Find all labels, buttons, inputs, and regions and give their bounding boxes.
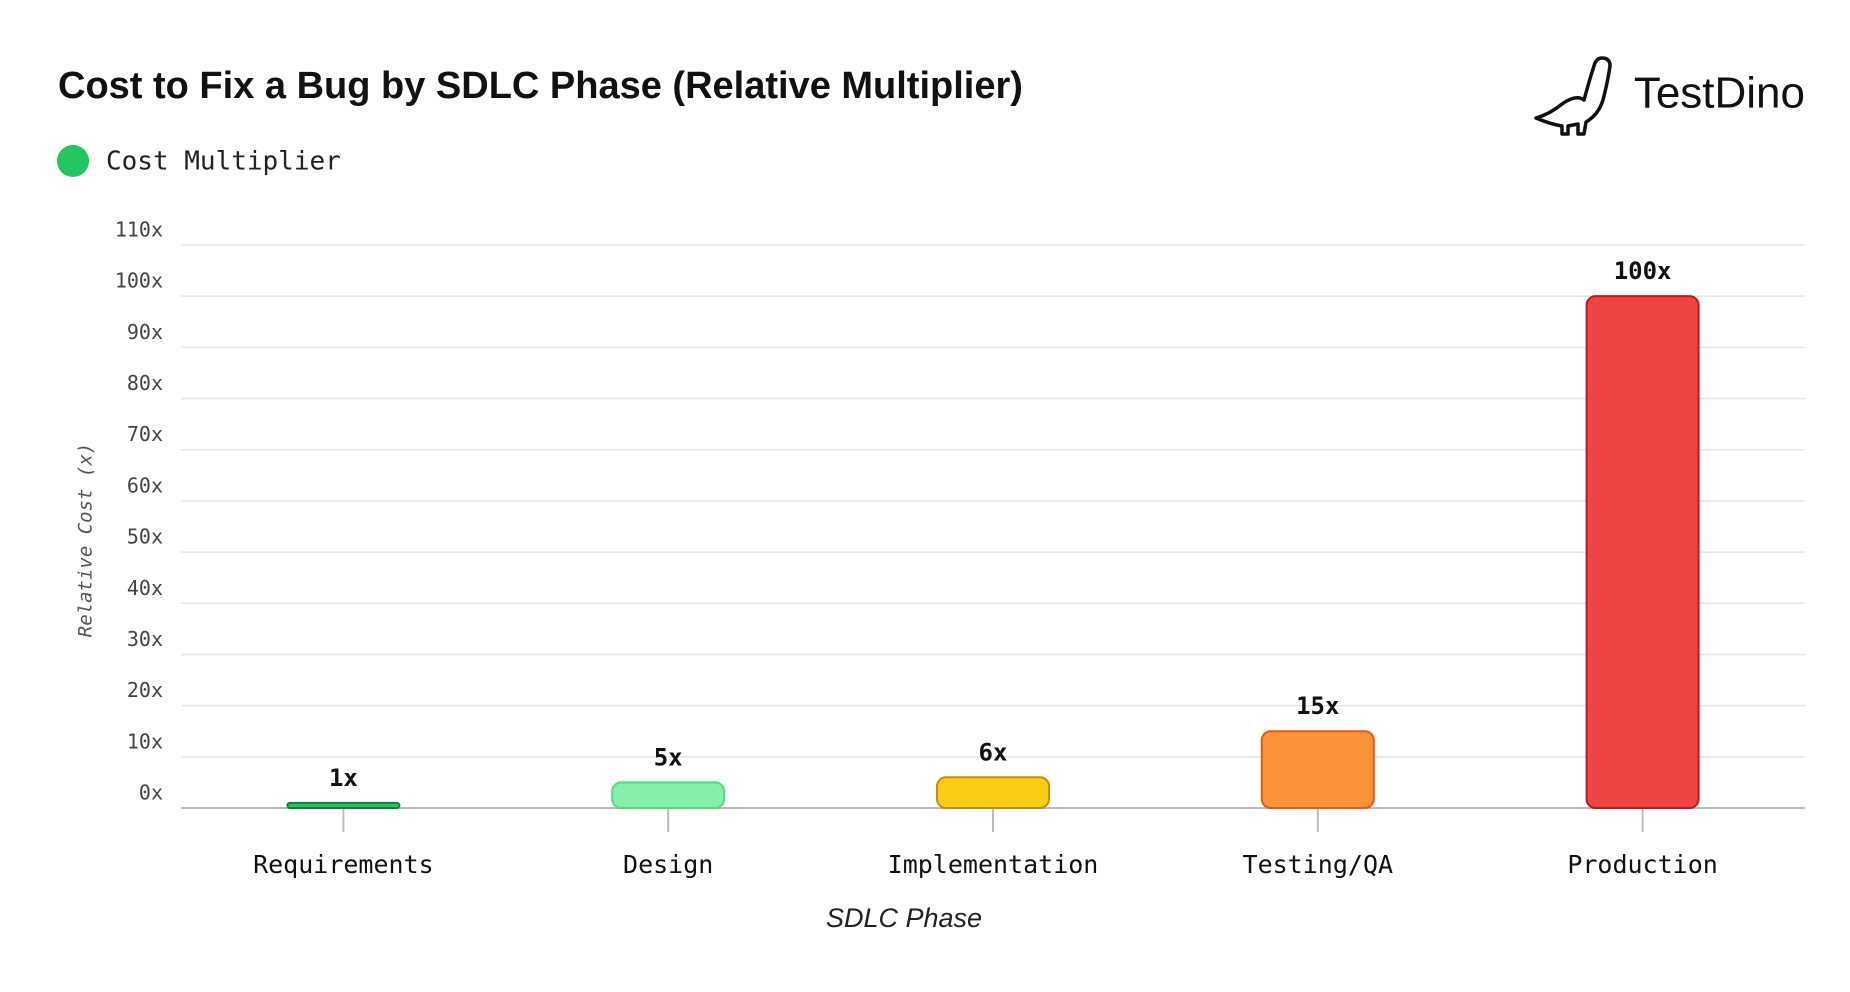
legend-swatch	[57, 145, 89, 177]
legend-label: Cost Multiplier	[106, 147, 341, 177]
y-tick-label: 60x	[127, 473, 163, 497]
y-tick-label: 80x	[127, 371, 163, 395]
y-tick-label: 70x	[127, 422, 163, 446]
chart-title: Cost to Fix a Bug by SDLC Phase (Relativ…	[58, 65, 1023, 107]
x-tick-label: Requirements	[253, 850, 434, 879]
logo-text: TestDino	[1634, 69, 1805, 118]
y-tick-label: 10x	[127, 729, 163, 753]
bar	[936, 776, 1050, 809]
logo: TestDino	[1534, 56, 1805, 136]
value-label: 100x	[1614, 257, 1672, 285]
bar	[611, 781, 726, 810]
y-tick-label: 50x	[127, 525, 163, 549]
y-tick-label: 100x	[115, 269, 163, 293]
value-label: 1x	[329, 764, 358, 792]
x-tick-label: Design	[623, 850, 713, 879]
y-tick-label: 40x	[127, 576, 163, 600]
y-tick-label: 110x	[115, 218, 163, 242]
y-tick-label: 20x	[127, 678, 163, 702]
value-label: 15x	[1296, 692, 1339, 720]
x-tick-label: Testing/QA	[1243, 850, 1394, 879]
value-label: 6x	[979, 738, 1008, 766]
x-tick-label: Production	[1567, 850, 1718, 879]
y-axis-title: Relative Cost (x)	[75, 443, 97, 637]
y-tick-label: 90x	[127, 320, 163, 344]
y-tick-label: 30x	[127, 627, 163, 651]
y-tick-label: 0x	[139, 781, 163, 805]
x-tick-label: Implementation	[888, 850, 1099, 879]
bar	[286, 801, 401, 810]
bar	[1260, 730, 1375, 810]
value-label: 5x	[654, 743, 683, 771]
x-axis-title: SDLC Phase	[826, 903, 982, 933]
bar	[1585, 295, 1700, 809]
